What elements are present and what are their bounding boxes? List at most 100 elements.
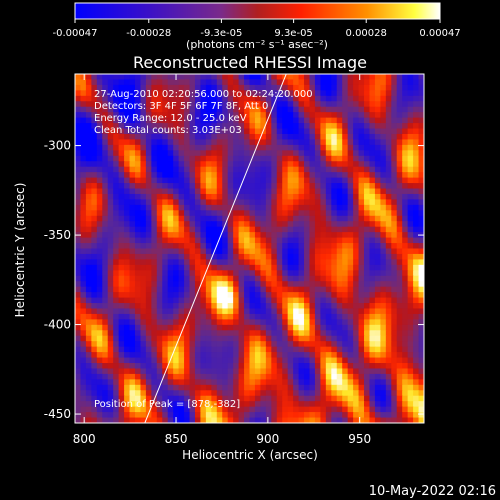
heatmap-cell (336, 133, 343, 141)
heatmap-cell (385, 74, 392, 81)
heatmap-cell (282, 357, 289, 364)
heatmap-cell (129, 373, 136, 380)
heatmap-cell (222, 357, 229, 364)
heatmap-cell (396, 281, 403, 288)
heatmap-cell (353, 150, 360, 157)
heatmap-cell (113, 117, 120, 124)
heatmap-cell (407, 324, 414, 331)
heatmap-cell (298, 401, 305, 408)
heatmap-cell (314, 313, 321, 320)
heatmap-cell (309, 292, 316, 299)
heatmap-cell (178, 150, 185, 157)
heatmap-cell (282, 335, 289, 342)
heatmap-cell (320, 253, 327, 260)
heatmap-cell (293, 155, 300, 162)
heatmap-cell (374, 319, 381, 326)
heatmap-cell (391, 401, 398, 408)
heatmap-cell (102, 324, 109, 331)
heatmap-cell (413, 101, 420, 108)
heatmap-cell (374, 395, 381, 402)
heatmap-cell (222, 324, 229, 331)
heatmap-cell (282, 373, 289, 380)
heatmap-cell (276, 313, 283, 320)
heatmap-cell (418, 150, 424, 157)
heatmap-cell (205, 112, 212, 119)
heatmap-cell (314, 221, 321, 228)
heatmap-cell (271, 373, 278, 380)
heatmap-cell (140, 335, 147, 342)
heatmap-cell (184, 286, 191, 293)
heatmap-cell (374, 406, 381, 413)
heatmap-cell (391, 275, 398, 282)
heatmap-cell (320, 166, 327, 173)
heatmap-cell (293, 303, 300, 310)
heatmap-cell (309, 155, 316, 162)
heatmap-cell (162, 177, 169, 184)
heatmap-cell (265, 335, 272, 342)
heatmap-cell (151, 172, 158, 179)
heatmap-cell (304, 139, 311, 146)
heatmap-cell (314, 248, 321, 255)
heatmap-cell (320, 363, 327, 370)
heatmap-cell (309, 172, 316, 179)
heatmap-cell (244, 221, 251, 228)
heatmap-cell (194, 390, 202, 397)
heatmap-cell (369, 297, 376, 304)
heatmap-cell (134, 172, 142, 179)
heatmap-cell (107, 286, 114, 293)
heatmap-cell (184, 341, 191, 348)
heatmap-cell (129, 243, 136, 250)
heatmap-cell (238, 210, 245, 217)
heatmap-cell (331, 313, 338, 320)
heatmap-cell (184, 373, 191, 380)
heatmap-cell (402, 412, 409, 419)
heatmap-cell (96, 259, 103, 266)
heatmap-cell (85, 324, 92, 331)
heatmap-cell (167, 199, 174, 206)
heatmap-cell (380, 248, 387, 255)
heatmap-cell (80, 123, 87, 130)
heatmap-cell (184, 74, 191, 81)
heatmap-cell (265, 384, 272, 391)
heatmap-cell (331, 95, 338, 102)
heatmap-cell (320, 303, 327, 310)
heatmap-cell (151, 226, 158, 233)
heatmap-cell (189, 79, 196, 86)
heatmap-cell (396, 368, 403, 375)
heatmap-cell (347, 128, 354, 135)
heatmap-cell (282, 346, 289, 353)
heatmap-cell (385, 150, 392, 157)
heatmap-cell (200, 139, 207, 146)
heatmap-cell (304, 281, 311, 288)
heatmap-cell (205, 412, 212, 419)
heatmap-cell (96, 101, 103, 108)
heatmap-cell (391, 264, 398, 271)
heatmap-cell (293, 74, 300, 81)
heatmap-cell (194, 117, 202, 124)
heatmap-cell (156, 139, 163, 146)
heatmap-cell (200, 297, 207, 304)
heatmap-cell (265, 166, 272, 173)
heatmap-cell (374, 123, 381, 130)
heatmap-cell (304, 357, 311, 364)
heatmap-cell (391, 406, 398, 413)
heatmap-cell (304, 286, 311, 293)
heatmap-cell (336, 395, 343, 402)
heatmap-cell (342, 144, 349, 151)
heatmap-cell (194, 221, 202, 228)
heatmap-cell (85, 74, 92, 81)
heatmap-cell (304, 341, 311, 348)
heatmap-cell (222, 95, 229, 102)
heatmap-cell (96, 221, 103, 228)
heatmap-cell (140, 215, 147, 222)
heatmap-cell (407, 79, 414, 86)
heatmap-cell (189, 417, 196, 423)
heatmap-cell (107, 221, 114, 228)
heatmap-cell (178, 281, 185, 288)
heatmap-cell (331, 177, 338, 184)
heatmap-cell (342, 150, 349, 157)
heatmap-cell (385, 264, 392, 271)
heatmap-cell (205, 199, 212, 206)
heatmap-cell (113, 84, 120, 91)
heatmap-cell (391, 74, 398, 81)
